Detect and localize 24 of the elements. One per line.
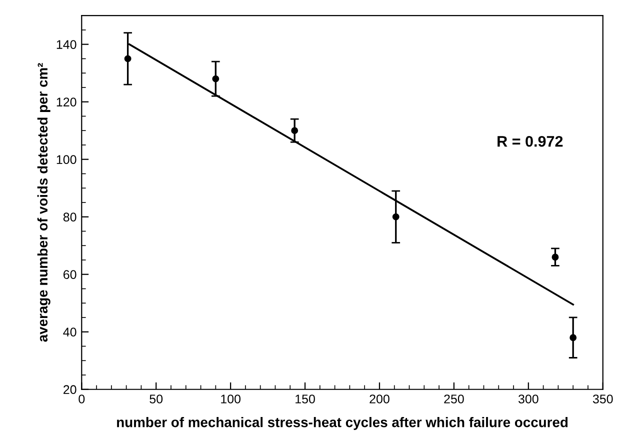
x-axis-title: number of mechanical stress-heat cycles after which failure occured — [117, 417, 568, 430]
y-tick-label: 80 — [63, 212, 76, 222]
point — [392, 213, 400, 220]
point — [291, 127, 298, 134]
point — [124, 55, 132, 62]
x-tick-label: 150 — [296, 394, 315, 404]
x-tick-label: 100 — [221, 394, 241, 404]
x-tick-label: 300 — [518, 394, 538, 404]
point — [570, 334, 577, 342]
y-tick-label: 20 — [64, 385, 76, 394]
x-tick-label: 250 — [444, 394, 464, 404]
y-tick-label: 140 — [56, 40, 76, 49]
y-tick-label: 120 — [56, 98, 76, 106]
x-tick-label: 350 — [592, 394, 613, 404]
y-axis-title: average number of voids detected per cm² — [37, 63, 50, 342]
x-tick-label: 50 — [150, 394, 163, 404]
x-tick-label: 0 — [78, 394, 85, 404]
y-tick-label: 100 — [56, 155, 76, 164]
annotation: R = 0.972 — [498, 136, 563, 147]
y-tick-label: 60 — [64, 270, 76, 280]
y-tick-label: 40 — [63, 328, 76, 337]
point — [212, 75, 220, 82]
x-tick-label: 200 — [370, 394, 390, 404]
point — [552, 254, 559, 261]
